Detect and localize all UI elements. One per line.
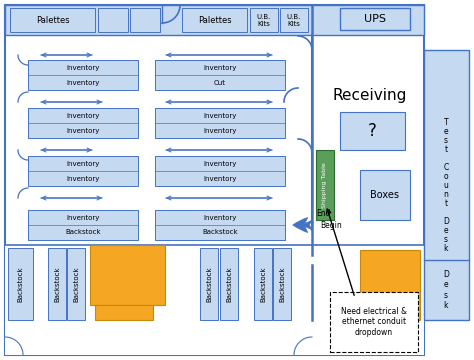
Text: Backstock: Backstock [260,266,266,302]
Bar [360,170,410,220]
Text: Palettes: Palettes [198,15,231,24]
Bar [5,245,424,355]
Text: Inventory: Inventory [203,161,237,166]
Bar [155,156,285,186]
Text: End: End [316,208,330,217]
Text: Inventory: Inventory [66,64,100,71]
Bar [5,5,424,355]
Text: T
e
s
t
 
C
o
u
n
t
 
D
e
s
k: T e s t C o u n t D e s k [443,117,449,252]
Text: Palettes: Palettes [36,15,69,24]
Bar [340,112,405,150]
Bar [98,8,128,32]
Text: ?: ? [368,122,377,140]
Bar [273,248,291,320]
Bar [330,292,418,352]
Bar [28,156,138,186]
Text: Inventory: Inventory [203,215,237,220]
Text: Cut: Cut [214,80,226,86]
Text: Inventory: Inventory [203,112,237,118]
Bar [360,250,420,320]
Bar [67,248,85,320]
Bar [95,305,153,320]
Bar [182,8,247,32]
Bar [28,108,138,138]
Text: Begin: Begin [320,220,342,230]
Text: Backstock: Backstock [73,266,79,302]
Text: Inventory: Inventory [203,176,237,181]
Bar [155,60,285,90]
Text: Shipping Table: Shipping Table [322,162,328,208]
Text: Inventory: Inventory [203,127,237,134]
Text: Inventory: Inventory [66,112,100,118]
Text: Inventory: Inventory [66,127,100,134]
Text: Backstock: Backstock [54,266,60,302]
Text: Inventory: Inventory [66,176,100,181]
Text: D
e
s
k: D e s k [443,270,449,310]
Text: UPS: UPS [364,14,386,24]
Text: U.B.
Kits: U.B. Kits [257,14,271,27]
Text: Backstock: Backstock [279,266,285,302]
Text: Boxes: Boxes [371,190,400,200]
Bar [424,50,469,320]
Bar [5,5,424,35]
Bar [280,8,308,32]
Text: Backstock: Backstock [18,266,24,302]
Bar [10,8,95,32]
Text: Inventory: Inventory [66,161,100,166]
Bar [155,210,285,240]
Bar [8,248,33,320]
Bar [48,248,66,320]
Text: Inventory: Inventory [203,64,237,71]
Bar [250,8,278,32]
Text: Backstock: Backstock [206,266,212,302]
Text: Backstock: Backstock [202,230,238,235]
Bar [155,108,285,138]
Bar [130,8,160,32]
Text: Inventory: Inventory [66,80,100,86]
Text: Receiving: Receiving [333,87,407,103]
Bar [254,248,272,320]
Bar [220,248,238,320]
Text: Need electrical &
ethernet conduit
dropdown: Need electrical & ethernet conduit dropd… [341,307,407,337]
Text: Backstock: Backstock [65,230,101,235]
Bar [316,150,334,220]
Bar [28,210,138,240]
Text: Backstock: Backstock [226,266,232,302]
Text: Inventory: Inventory [66,215,100,220]
Bar [28,60,138,90]
Bar [90,245,165,305]
Bar [340,8,410,30]
Bar [200,248,218,320]
Text: U.B.
Kits: U.B. Kits [287,14,301,27]
